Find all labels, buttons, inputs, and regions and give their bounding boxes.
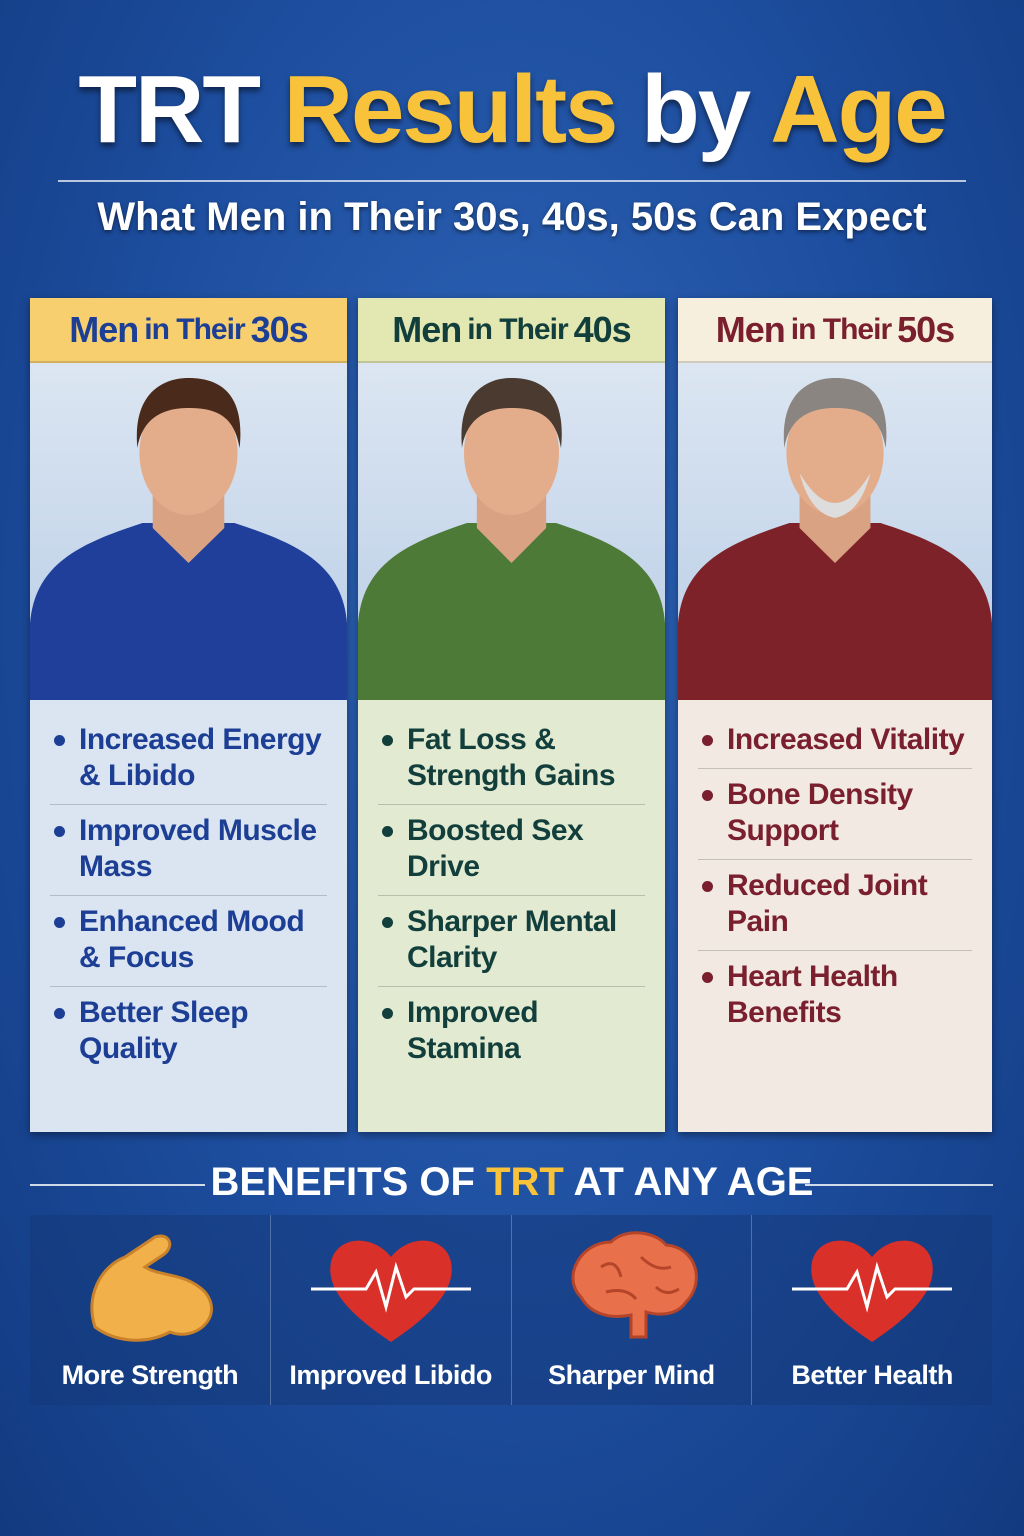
page-title: TRT Results by Age: [0, 55, 1024, 165]
benefit-improved-libido: Improved Libido: [271, 1215, 512, 1405]
benefit-text: Better Sleep Quality: [79, 996, 249, 1065]
benefit-text: Increased Energy & Libido: [79, 723, 322, 792]
benefits-panel: More Strength Improved Libido Sharper Mi…: [30, 1215, 992, 1405]
benefit-label: Better Health: [791, 1360, 953, 1390]
benefit-text: Fat Loss & Strength Gains: [407, 723, 616, 792]
benefit-list-item: Improved Muscle Mass: [50, 805, 327, 896]
heart-pulse-icon: [310, 1240, 471, 1342]
benefit-list-item: Heart Health Benefits: [698, 951, 972, 1041]
age-column-40s: Men in Their 40s Fat Loss & Strength Gains…: [358, 298, 665, 1132]
header-in-their: in Their: [144, 312, 245, 346]
benefit-text: Improved Stamina: [407, 996, 539, 1065]
column-header: Men in Their 50s: [678, 298, 992, 363]
bullet-icon: [382, 1008, 393, 1019]
bullet-icon: [702, 881, 713, 892]
heart-pulse-icon: [792, 1240, 953, 1342]
benefit-list-item: Better Sleep Quality: [50, 987, 327, 1077]
subtitle: What Men in Their 30s, 40s, 50s Can Expe…: [97, 195, 927, 239]
bullet-icon: [54, 735, 65, 746]
benefit-text: Heart Health Benefits: [727, 960, 898, 1029]
header-men: Men: [392, 308, 462, 350]
bullet-icon: [702, 790, 713, 801]
benefit-text: Boosted Sex Drive: [407, 814, 584, 883]
benefit-text: Improved Muscle Mass: [79, 814, 317, 883]
man-portrait-illustration: [678, 378, 992, 700]
header-men: Men: [69, 308, 139, 350]
title-trt: TRT: [78, 56, 261, 163]
header-in-their: in Their: [790, 312, 892, 346]
benefits-divider-right: [805, 1184, 993, 1186]
benefit-list-item: Boosted Sex Drive: [378, 805, 645, 896]
bullet-icon: [54, 826, 65, 837]
bullet-icon: [702, 972, 713, 983]
title-age: Age: [770, 56, 947, 163]
brain-icon: [571, 1231, 699, 1339]
benefit-label: More Strength: [61, 1360, 239, 1390]
benefit-better-health: Better Health: [752, 1215, 992, 1405]
benefit-list: Fat Loss & Strength Gains Boosted Sex Dri…: [358, 700, 665, 1132]
benefit-list-item: Sharper Mental Clarity: [378, 896, 645, 987]
header-men: Men: [715, 308, 786, 350]
flexed-bicep-icon: [90, 1234, 213, 1342]
age-column-50s: Men in Their 50s Increased Vitality Bone De…: [678, 298, 992, 1132]
column-header: Men in Their 30s: [30, 298, 347, 363]
benefit-text: Increased Vitality: [727, 723, 965, 756]
benefit-list: Increased Energy & Libido Improved Muscle…: [30, 700, 347, 1132]
bullet-icon: [702, 735, 713, 746]
benefit-list-item: Improved Stamina: [378, 987, 645, 1077]
man-portrait: [678, 363, 992, 700]
man-portrait-illustration: [30, 378, 347, 700]
benefit-text: Sharper Mental Clarity: [407, 905, 617, 974]
benefit-list-item: Reduced Joint Pain: [698, 860, 972, 951]
title-divider: [58, 180, 966, 182]
column-header: Men in Their 40s: [358, 298, 665, 363]
bullet-icon: [382, 735, 393, 746]
man-portrait: [30, 363, 347, 700]
benefits-heading-part3: AT ANY AGE: [573, 1160, 814, 1204]
benefit-list-item: Increased Vitality: [698, 714, 972, 769]
benefits-divider-left: [30, 1184, 205, 1186]
benefit-more-strength: More Strength: [30, 1215, 271, 1405]
age-column-30s: Men in Their 30s Increased Energy & Libido…: [30, 298, 347, 1132]
benefit-list: Increased Vitality Bone Density Support Re…: [678, 700, 992, 1132]
bullet-icon: [382, 826, 393, 837]
benefits-heading-trt: TRT: [486, 1160, 564, 1204]
benefit-text: Enhanced Mood & Focus: [79, 905, 305, 974]
benefit-list-item: Bone Density Support: [698, 769, 972, 860]
bullet-icon: [54, 1008, 65, 1019]
header-age: 50s: [897, 308, 955, 350]
benefit-label: Sharper Mind: [548, 1360, 715, 1390]
bullet-icon: [382, 917, 393, 928]
benefit-text: Reduced Joint Pain: [727, 869, 928, 938]
benefits-heading-part1: BENEFITS OF: [210, 1160, 475, 1204]
benefit-list-item: Increased Energy & Libido: [50, 714, 327, 805]
title-results: Results: [283, 56, 619, 163]
benefit-text: Bone Density Support: [727, 778, 913, 847]
benefit-label: Improved Libido: [289, 1360, 492, 1390]
title-by: by: [641, 56, 751, 163]
header-age: 30s: [250, 308, 309, 350]
benefit-list-item: Fat Loss & Strength Gains: [378, 714, 645, 805]
header-in-their: in Their: [467, 312, 568, 346]
benefit-list-item: Enhanced Mood & Focus: [50, 896, 327, 987]
man-portrait-illustration: [358, 378, 665, 700]
benefit-sharper-mind: Sharper Mind: [512, 1215, 753, 1405]
man-portrait: [358, 363, 665, 700]
benefits-heading: BENEFITS OF TRT AT ANY AGE: [0, 1160, 1024, 1205]
bullet-icon: [54, 917, 65, 928]
header-age: 40s: [573, 308, 632, 350]
